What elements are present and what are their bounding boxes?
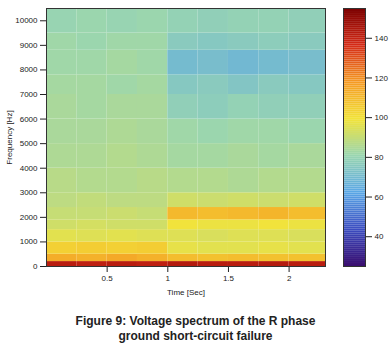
svg-text:5000: 5000 bbox=[20, 139, 38, 148]
svg-text:4000: 4000 bbox=[20, 164, 38, 173]
svg-text:1000: 1000 bbox=[20, 237, 38, 246]
svg-text:0.5: 0.5 bbox=[102, 274, 114, 283]
svg-text:6000: 6000 bbox=[20, 115, 38, 124]
html-text:Figure 9: Voltage spectrum of: Figure 9: Voltage spectrum of the R phas… bbox=[75, 314, 316, 343]
svg-text:9000: 9000 bbox=[20, 41, 38, 50]
svg-text:140: 140 bbox=[375, 34, 389, 43]
svg-text:60: 60 bbox=[375, 193, 384, 202]
svg-text:40: 40 bbox=[375, 232, 384, 241]
svg-text:0: 0 bbox=[33, 262, 38, 271]
svg-text:1.5: 1.5 bbox=[223, 274, 235, 283]
svg-text:1: 1 bbox=[166, 274, 171, 283]
svg-text:8000: 8000 bbox=[20, 65, 38, 74]
svg-text:80: 80 bbox=[375, 153, 384, 162]
svg-text:Time [Sec]: Time [Sec] bbox=[167, 288, 205, 297]
svg-text:10000: 10000 bbox=[15, 16, 38, 25]
svg-text:Frequency [Hz]: Frequency [Hz] bbox=[5, 110, 14, 164]
svg-text:2000: 2000 bbox=[20, 213, 38, 222]
svg-text:3000: 3000 bbox=[20, 188, 38, 197]
svg-text:120: 120 bbox=[375, 74, 389, 83]
svg-text:7000: 7000 bbox=[20, 90, 38, 99]
svg-text:2: 2 bbox=[287, 274, 292, 283]
svg-text:100: 100 bbox=[375, 113, 389, 122]
